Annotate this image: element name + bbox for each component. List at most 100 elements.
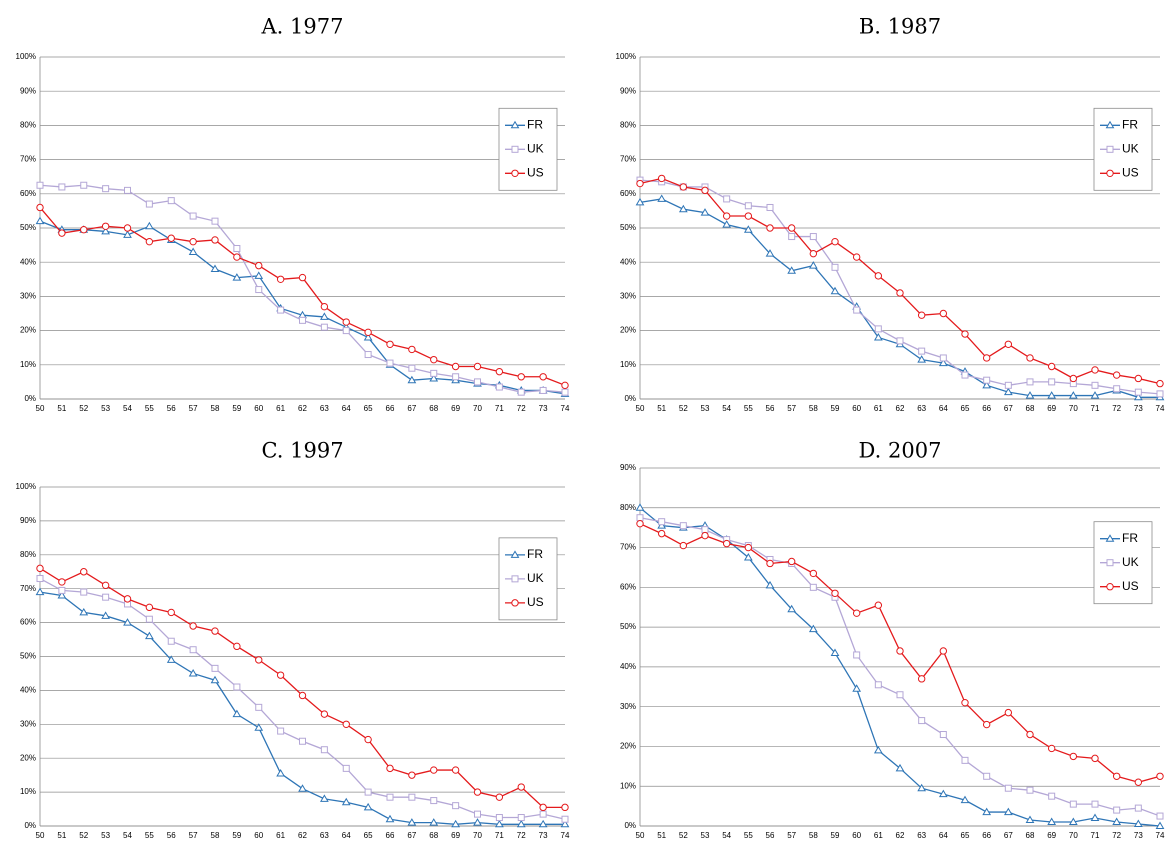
x-tick-label: 67 [407, 404, 416, 413]
marker [232, 709, 242, 718]
marker [896, 337, 904, 345]
x-tick-label: 70 [473, 404, 482, 413]
x-tick-label: 66 [386, 404, 395, 413]
y-tick-label: 20% [20, 326, 36, 335]
y-tick-label: 100% [16, 52, 36, 61]
marker [787, 266, 797, 274]
marker [342, 764, 350, 772]
legend-label: UK [1122, 555, 1139, 569]
marker [123, 230, 132, 238]
y-tick-label: 90% [20, 86, 36, 95]
series-line [639, 198, 1160, 398]
marker [1069, 752, 1078, 761]
x-tick-label: 57 [189, 831, 198, 840]
marker [1004, 381, 1012, 389]
marker [80, 568, 88, 576]
marker [36, 181, 44, 189]
marker [188, 668, 198, 677]
y-tick-label: 30% [20, 292, 36, 301]
marker [874, 325, 882, 333]
x-tick-label: 66 [982, 831, 991, 840]
legend-label: UK [1122, 141, 1139, 155]
x-tick-label: 74 [561, 404, 570, 413]
x-tick-label: 68 [429, 404, 438, 413]
panel: C. 1997 0% 10% 20% 30% 40% 50% 60% 70% 80% 90% 100%… [16, 439, 570, 841]
marker [1047, 744, 1056, 753]
x-tick-label: 55 [744, 404, 753, 413]
marker [1026, 354, 1034, 362]
x-tick-label: 70 [1069, 831, 1078, 840]
marker [277, 727, 285, 735]
marker [1106, 145, 1114, 153]
x-tick-label: 63 [320, 831, 329, 840]
marker [766, 224, 774, 232]
y-tick-label: 10% [620, 360, 636, 369]
marker [276, 275, 285, 283]
marker [452, 802, 460, 810]
y-tick-label: 0% [24, 394, 36, 403]
x-tick-label: 61 [874, 404, 883, 413]
marker [809, 233, 817, 241]
marker [1025, 815, 1035, 824]
marker [58, 229, 66, 237]
marker [1134, 804, 1142, 812]
x-tick-label: 71 [1091, 831, 1100, 840]
marker [363, 332, 373, 341]
marker [961, 756, 969, 764]
marker [918, 717, 926, 725]
x-tick-label: 56 [766, 404, 775, 413]
marker [298, 273, 307, 282]
marker [701, 531, 709, 540]
marker [744, 212, 753, 220]
marker [917, 311, 926, 319]
chart-title: A. 1977 [261, 15, 344, 39]
marker [123, 618, 132, 626]
marker [255, 703, 263, 711]
marker [744, 202, 752, 210]
marker [320, 312, 329, 320]
x-tick-label: 71 [495, 831, 504, 840]
marker [276, 671, 285, 679]
marker [473, 362, 482, 371]
marker [809, 569, 818, 578]
x-tick-label: 69 [451, 831, 460, 840]
marker [210, 264, 220, 273]
panel: B. 1987 0% 10% 20% 30% 40% 50% 60% 70% 80% 90% 100%… [616, 15, 1165, 414]
marker [408, 345, 416, 354]
marker [983, 772, 991, 780]
legend-label: FR [1122, 117, 1138, 131]
marker [495, 819, 504, 828]
x-tick-label: 65 [961, 404, 970, 413]
x-tick-label: 56 [766, 831, 775, 840]
marker [961, 371, 969, 379]
x-tick-label: 53 [101, 404, 110, 413]
marker [408, 793, 416, 801]
marker [124, 186, 131, 194]
marker [341, 797, 351, 806]
x-tick-label: 67 [1004, 404, 1013, 413]
y-tick-label: 100% [616, 52, 636, 61]
marker [1091, 381, 1099, 389]
marker [80, 588, 88, 596]
x-tick-label: 73 [1134, 831, 1143, 840]
x-tick-label: 63 [917, 831, 926, 840]
marker [679, 541, 688, 550]
y-tick-label: 40% [20, 686, 36, 695]
x-tick-label: 62 [298, 831, 307, 840]
marker [723, 195, 731, 203]
marker [1106, 583, 1114, 591]
marker [342, 318, 350, 326]
x-tick-label: 71 [1091, 404, 1100, 413]
marker [701, 186, 709, 195]
x-tick-label: 56 [167, 404, 176, 413]
x-tick-label: 59 [232, 831, 241, 840]
marker [938, 358, 948, 367]
x-tick-label: 50 [36, 404, 45, 413]
marker [255, 286, 263, 294]
marker [298, 784, 307, 792]
marker [744, 543, 753, 552]
marker [1134, 374, 1143, 383]
y-tick-label: 60% [20, 189, 36, 198]
marker [167, 608, 175, 617]
marker [1105, 120, 1115, 129]
